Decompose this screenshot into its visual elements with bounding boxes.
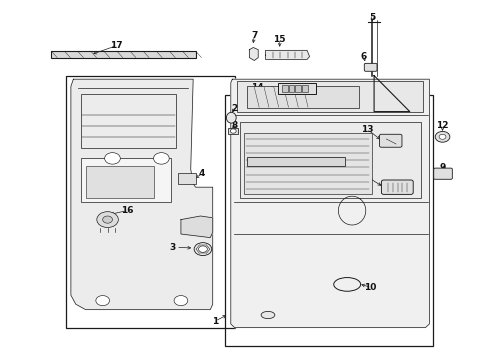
Bar xyxy=(237,81,422,112)
Polygon shape xyxy=(249,48,258,60)
FancyBboxPatch shape xyxy=(379,134,401,147)
Text: 5: 5 xyxy=(369,13,375,22)
Text: 9: 9 xyxy=(438,163,445,172)
Ellipse shape xyxy=(226,112,236,123)
Bar xyxy=(51,51,195,58)
Bar xyxy=(228,128,238,134)
Bar xyxy=(239,122,420,198)
Bar xyxy=(246,86,359,108)
Ellipse shape xyxy=(261,311,274,319)
Bar xyxy=(66,76,234,328)
Text: 10: 10 xyxy=(364,283,376,292)
Circle shape xyxy=(194,243,211,256)
Circle shape xyxy=(102,216,112,223)
Text: 6: 6 xyxy=(360,52,366,61)
Text: 16: 16 xyxy=(121,206,133,215)
Text: 11: 11 xyxy=(361,173,373,181)
Bar xyxy=(295,85,301,92)
Polygon shape xyxy=(265,50,309,59)
FancyBboxPatch shape xyxy=(364,63,376,71)
Circle shape xyxy=(230,129,236,133)
Polygon shape xyxy=(230,79,428,328)
Text: 17: 17 xyxy=(110,41,122,50)
Bar xyxy=(85,166,154,198)
Bar xyxy=(281,85,287,92)
Text: 15: 15 xyxy=(273,35,285,44)
Text: 3: 3 xyxy=(169,243,176,252)
Text: 14: 14 xyxy=(251,83,264,91)
Bar xyxy=(246,157,344,166)
Text: 2: 2 xyxy=(231,104,237,112)
Ellipse shape xyxy=(333,278,360,291)
Circle shape xyxy=(97,212,118,228)
Text: 4: 4 xyxy=(198,169,205,178)
Bar xyxy=(277,83,315,94)
Polygon shape xyxy=(71,79,212,310)
Text: 13: 13 xyxy=(361,125,373,134)
Text: 8: 8 xyxy=(231,121,237,130)
Polygon shape xyxy=(373,76,409,112)
Circle shape xyxy=(153,153,169,164)
Bar xyxy=(224,95,432,346)
Circle shape xyxy=(104,153,120,164)
Bar xyxy=(302,85,307,92)
Circle shape xyxy=(198,246,207,252)
FancyBboxPatch shape xyxy=(381,180,412,194)
Bar xyxy=(81,94,176,148)
Text: 7: 7 xyxy=(250,31,257,40)
Circle shape xyxy=(438,134,445,139)
Bar xyxy=(244,133,371,194)
Text: 12: 12 xyxy=(435,122,448,130)
FancyBboxPatch shape xyxy=(433,168,451,179)
Bar xyxy=(288,85,294,92)
Text: 1: 1 xyxy=(212,317,218,325)
Bar xyxy=(81,158,171,202)
Circle shape xyxy=(434,131,449,142)
Circle shape xyxy=(96,296,109,306)
Polygon shape xyxy=(181,216,212,238)
Bar xyxy=(178,173,195,184)
Circle shape xyxy=(174,296,187,306)
